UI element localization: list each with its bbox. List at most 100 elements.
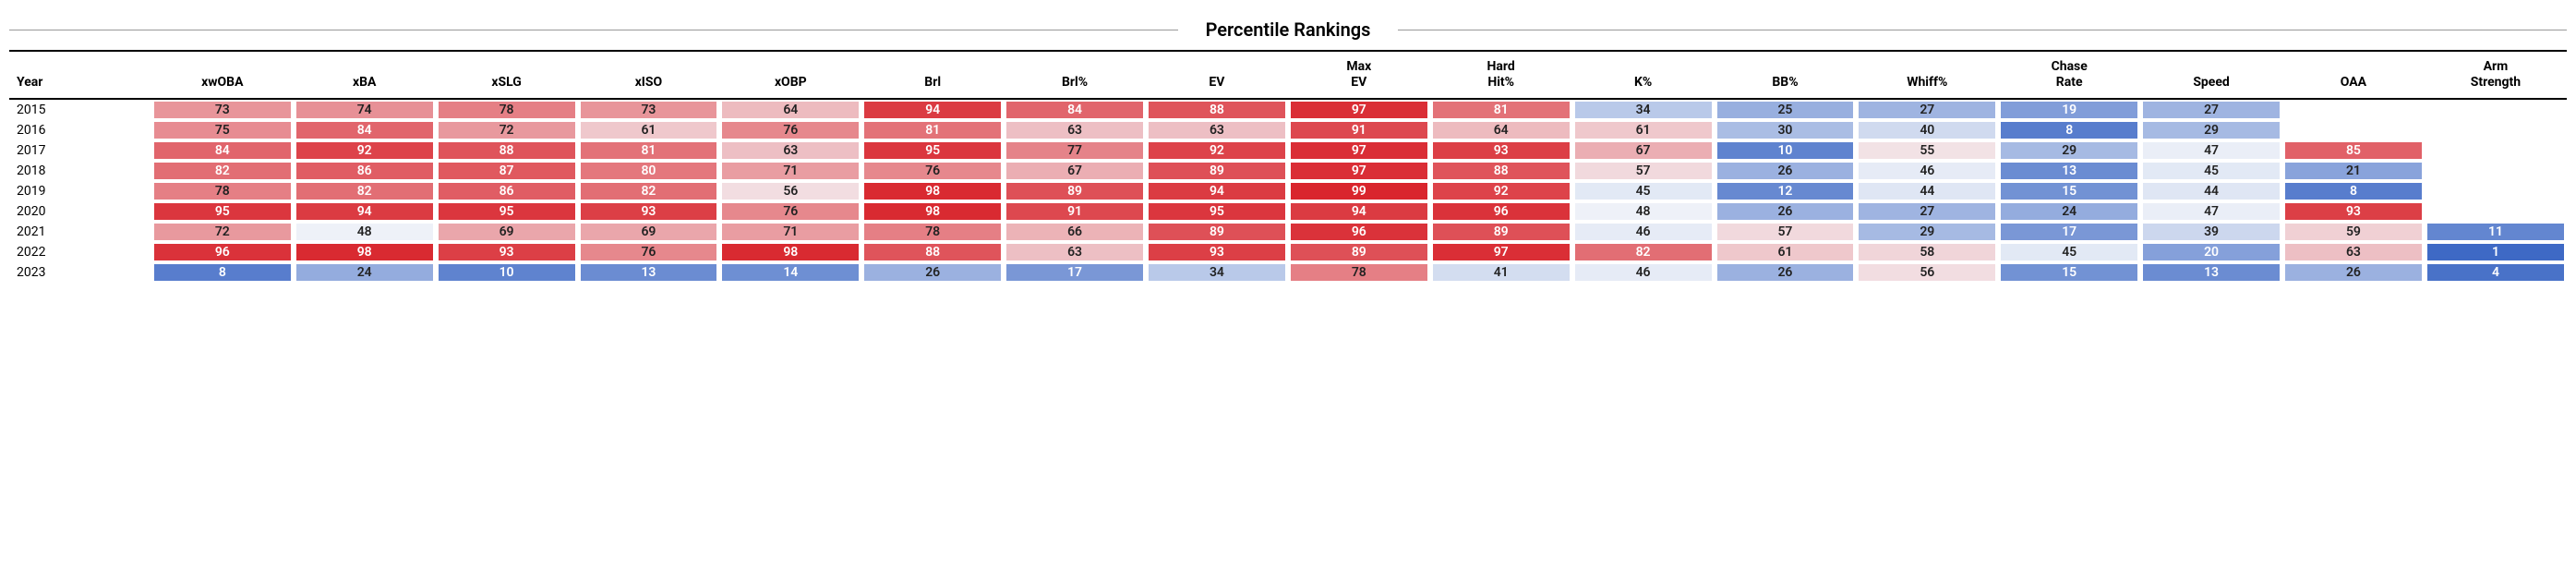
value-cell: 29 [1998, 140, 2140, 161]
value-cell: 17 [1998, 222, 2140, 242]
value-cell: 92 [1430, 181, 1572, 201]
percentile-pill: 69 [439, 224, 575, 240]
percentile-pill: 89 [1149, 224, 1285, 240]
percentile-pill: 27 [1859, 203, 1995, 220]
value-cell: 82 [578, 181, 720, 201]
percentile-pill: 91 [1291, 122, 1427, 139]
value-cell: 47 [2140, 140, 2282, 161]
value-cell: 8 [1998, 120, 2140, 140]
percentile-pill: 98 [864, 203, 1001, 220]
percentile-pill: 89 [1149, 163, 1285, 179]
value-cell: 81 [861, 120, 1004, 140]
percentile-pill: 13 [581, 264, 717, 281]
value-cell: 69 [578, 222, 720, 242]
percentile-pill: 20 [2143, 244, 2280, 260]
year-cell: 2023 [9, 262, 151, 283]
value-cell: 97 [1288, 140, 1430, 161]
value-cell: 78 [151, 181, 294, 201]
value-cell: 86 [294, 161, 436, 181]
percentile-pill: 76 [722, 203, 859, 220]
percentile-pill: 73 [154, 102, 291, 118]
percentile-pill: 41 [1433, 264, 1570, 281]
value-cell: 48 [1572, 201, 1715, 222]
value-cell: 98 [294, 242, 436, 262]
value-cell: 64 [719, 99, 861, 120]
value-cell: 13 [578, 262, 720, 283]
percentile-pill: 84 [296, 122, 433, 139]
value-cell: 89 [1004, 181, 1146, 201]
value-cell: 34 [1572, 99, 1715, 120]
column-header: EV [1146, 51, 1288, 99]
table-row: 2022969893769888639389978261584520631 [9, 242, 2567, 262]
value-cell: 25 [1715, 99, 1857, 120]
percentile-pill: 92 [296, 142, 433, 159]
value-cell: 40 [1856, 120, 1998, 140]
percentile-pill: 84 [154, 142, 291, 159]
percentile-pill: 45 [1575, 183, 1712, 200]
percentile-pill: 21 [2285, 163, 2422, 179]
percentile-pill: 92 [1433, 183, 1570, 200]
percentile-pill: 75 [154, 122, 291, 139]
percentile-pill: 29 [1859, 224, 1995, 240]
value-cell: 58 [1856, 242, 1998, 262]
value-cell: 12 [1715, 181, 1857, 201]
column-header: xSLG [436, 51, 578, 99]
percentile-pill: 15 [2001, 183, 2137, 200]
percentile-pill: 78 [864, 224, 1001, 240]
column-header: xBA [294, 51, 436, 99]
percentile-pill: 57 [1575, 163, 1712, 179]
value-cell: 63 [1004, 120, 1146, 140]
value-cell: 24 [1998, 201, 2140, 222]
percentile-pill: 82 [1575, 244, 1712, 260]
empty-cell [2427, 203, 2564, 220]
value-cell: 61 [578, 120, 720, 140]
value-cell: 89 [1146, 222, 1288, 242]
column-header: Year [9, 51, 151, 99]
value-cell: 14 [719, 262, 861, 283]
year-cell: 2021 [9, 222, 151, 242]
value-cell: 27 [1856, 201, 1998, 222]
value-cell [2282, 120, 2425, 140]
percentile-pill: 98 [864, 183, 1001, 200]
percentile-pill: 97 [1291, 142, 1427, 159]
percentile-pill: 64 [722, 102, 859, 118]
value-cell: 47 [2140, 201, 2282, 222]
table-row: 201675847261768163639164613040829 [9, 120, 2567, 140]
percentile-pill: 64 [1433, 122, 1570, 139]
value-cell: 91 [1004, 201, 1146, 222]
percentile-pill: 74 [296, 102, 433, 118]
column-header: xISO [578, 51, 720, 99]
value-cell: 67 [1004, 161, 1146, 181]
percentile-pill: 17 [1006, 264, 1143, 281]
percentile-pill: 63 [2285, 244, 2422, 260]
value-cell: 93 [2282, 201, 2425, 222]
year-cell: 2018 [9, 161, 151, 181]
value-cell: 97 [1430, 242, 1572, 262]
value-cell: 84 [151, 140, 294, 161]
percentile-pill: 39 [2143, 224, 2280, 240]
percentile-pill: 72 [439, 122, 575, 139]
value-cell: 97 [1288, 99, 1430, 120]
percentile-pill: 19 [2001, 102, 2137, 118]
percentile-pill: 94 [1291, 203, 1427, 220]
percentile-pill: 8 [2001, 122, 2137, 139]
percentile-pill: 93 [2285, 203, 2422, 220]
percentile-pill: 61 [1575, 122, 1712, 139]
value-cell: 15 [1998, 181, 2140, 201]
percentile-pill: 81 [1433, 102, 1570, 118]
value-cell: 82 [294, 181, 436, 201]
percentile-pill: 71 [722, 224, 859, 240]
value-cell: 63 [2282, 242, 2425, 262]
percentile-pill: 34 [1575, 102, 1712, 118]
percentile-pill: 46 [1575, 224, 1712, 240]
value-cell: 85 [2282, 140, 2425, 161]
percentile-pill: 17 [2001, 224, 2137, 240]
percentile-pill: 89 [1433, 224, 1570, 240]
value-cell: 93 [436, 242, 578, 262]
percentile-pill: 92 [1149, 142, 1285, 159]
table-row: 201882868780717667899788572646134521 [9, 161, 2567, 181]
value-cell: 57 [1715, 222, 1857, 242]
value-cell: 44 [1856, 181, 1998, 201]
value-cell: 88 [861, 242, 1004, 262]
percentile-pill: 24 [296, 264, 433, 281]
